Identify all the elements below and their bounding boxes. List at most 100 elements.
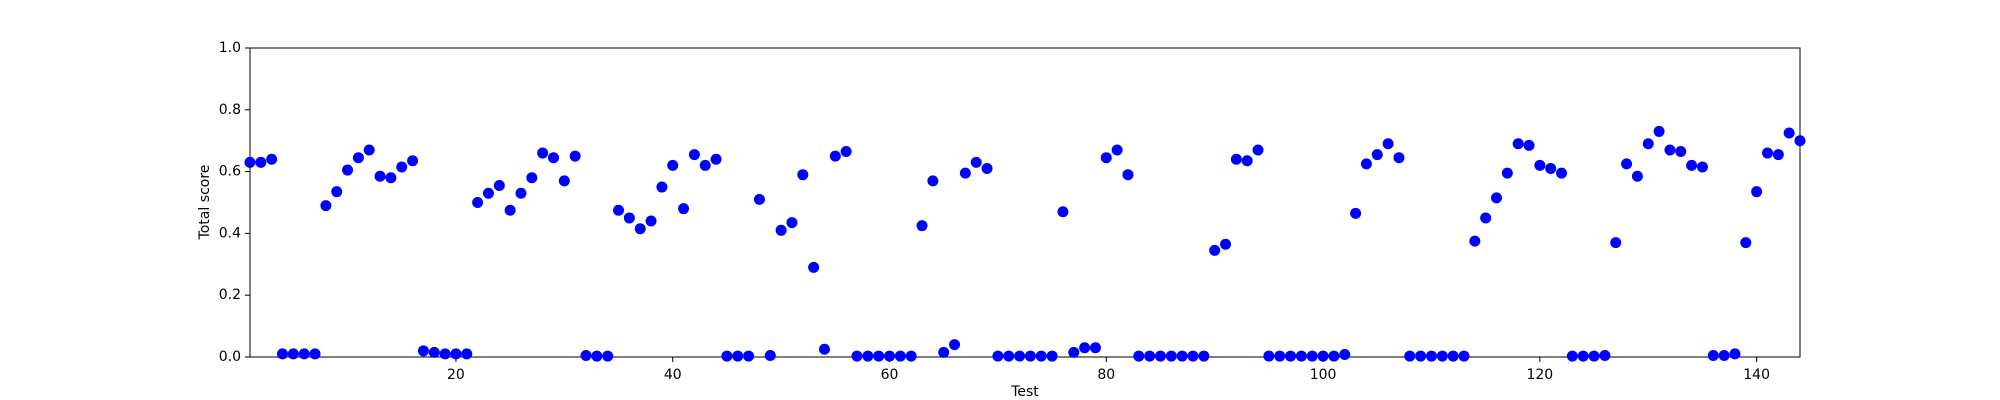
point [613, 204, 625, 216]
point [851, 350, 863, 362]
point [949, 339, 961, 351]
point [1035, 350, 1047, 362]
point [569, 150, 581, 162]
point [1653, 125, 1665, 137]
point [591, 350, 603, 362]
point [1014, 350, 1026, 362]
point [829, 150, 841, 162]
point [1480, 212, 1492, 224]
point [537, 147, 549, 159]
y-tick-label: 0.6 [219, 164, 241, 180]
point [688, 149, 700, 161]
point [1176, 350, 1188, 362]
y-tick-label: 0.0 [219, 349, 241, 365]
point [374, 170, 386, 182]
y-tick-label: 0.4 [219, 225, 241, 241]
point [461, 348, 473, 360]
y-tick-label: 1.0 [219, 40, 241, 56]
point [721, 350, 733, 362]
point [1122, 169, 1134, 181]
point [396, 161, 408, 173]
point [699, 159, 711, 171]
point [808, 261, 820, 273]
point [352, 152, 364, 164]
point [1523, 139, 1535, 151]
point [1675, 146, 1687, 158]
point [450, 348, 462, 360]
point [1404, 350, 1416, 362]
point [1415, 350, 1427, 362]
point [1154, 350, 1166, 362]
point [526, 172, 538, 184]
point [743, 350, 755, 362]
point [1003, 350, 1015, 362]
point [1740, 237, 1752, 249]
point [1631, 170, 1643, 182]
x-tick-label: 120 [1526, 367, 1553, 383]
point [623, 212, 635, 224]
x-tick-label: 140 [1743, 367, 1770, 383]
x-tick-label: 40 [664, 367, 682, 383]
point [753, 193, 765, 205]
point [1079, 342, 1091, 354]
point [331, 186, 343, 198]
point [1100, 152, 1112, 164]
point [1209, 244, 1221, 256]
point [1718, 349, 1730, 361]
point [515, 187, 527, 199]
point [1447, 350, 1459, 362]
point [927, 175, 939, 187]
point [1512, 138, 1524, 150]
point [1089, 342, 1101, 354]
point [1751, 186, 1763, 198]
point [1165, 350, 1177, 362]
point [266, 153, 278, 165]
point [970, 156, 982, 168]
y-axis-label: Total score [197, 165, 213, 241]
point [1556, 167, 1568, 179]
point [1295, 350, 1307, 362]
point [1263, 350, 1275, 362]
point [818, 343, 830, 355]
point [439, 348, 451, 360]
point [1274, 350, 1286, 362]
point [710, 153, 722, 165]
y-tick-label: 0.2 [219, 287, 241, 303]
point [656, 181, 668, 193]
point [547, 152, 559, 164]
point [840, 146, 852, 158]
point [1588, 350, 1600, 362]
point [1469, 235, 1481, 247]
point [959, 167, 971, 179]
point [775, 224, 787, 236]
point [1350, 207, 1362, 219]
point [1306, 350, 1318, 362]
point [1144, 350, 1156, 362]
point [1371, 149, 1383, 161]
point [580, 349, 592, 361]
point [1220, 238, 1232, 250]
point [667, 159, 679, 171]
point [309, 348, 321, 360]
point [992, 350, 1004, 362]
x-tick-label: 60 [881, 367, 899, 383]
point [894, 350, 906, 362]
y-tick-label: 0.8 [219, 102, 241, 118]
point [1642, 138, 1654, 150]
point [1534, 159, 1546, 171]
point [342, 164, 354, 176]
point [320, 200, 332, 212]
point [645, 215, 657, 227]
point [1425, 350, 1437, 362]
point [602, 350, 614, 362]
point [1729, 348, 1741, 360]
point [1111, 144, 1123, 156]
point [1057, 206, 1069, 218]
point [1393, 152, 1405, 164]
point [1696, 161, 1708, 173]
point [938, 346, 950, 358]
point [1436, 350, 1448, 362]
point [472, 197, 484, 208]
point [981, 163, 993, 175]
point [1621, 158, 1633, 170]
